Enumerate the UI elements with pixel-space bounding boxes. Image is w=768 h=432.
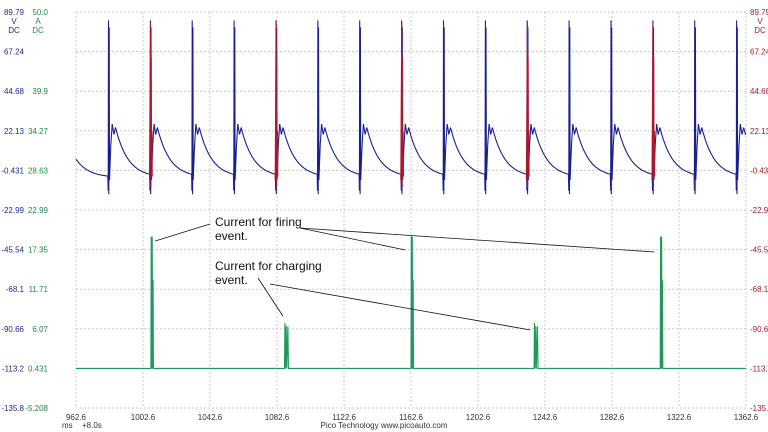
left-v-tick-label: -68.1	[6, 285, 25, 294]
x-tick-label: 1122.6	[332, 413, 356, 422]
left-v-tick-label: -0.431	[1, 166, 24, 175]
brand-label: Pico Technology www.picoauto.com	[320, 421, 447, 430]
left-v-tick-label: -135.8	[1, 404, 24, 413]
left-a-tick-label: 50.0	[32, 8, 48, 17]
left-a-tick-label: 11.71	[29, 285, 49, 294]
left-v-tick-label: 22.13	[4, 127, 25, 136]
x-tick-label: 962.6	[66, 413, 87, 422]
x-tick-label: 1242.6	[533, 413, 558, 422]
right-v-tick-label: -22.99	[750, 206, 768, 215]
left-a-tick-label: -5.208	[25, 404, 48, 413]
left-v-tick-label: -45.54	[1, 246, 24, 255]
left-v-unit-label: V	[11, 17, 17, 26]
left-v-unit-label: DC	[8, 26, 20, 35]
trace-channel-b-spike	[148, 22, 153, 188]
right-v-tick-label: 67.24	[750, 48, 768, 57]
right-v-unit-label: V	[757, 17, 763, 26]
left-a-tick-label: 28.63	[28, 166, 49, 175]
annotation-leader-line	[155, 223, 211, 242]
annotation-text: event.	[215, 229, 248, 243]
left-v-tick-label: -113.2	[2, 364, 25, 373]
trace-channel-c	[76, 236, 746, 369]
trace-channel-b-spike	[651, 22, 656, 188]
left-v-tick-label: -90.66	[1, 325, 24, 334]
right-v-tick-label: 44.68	[750, 87, 768, 96]
footer: ms +8.0s Pico Technology www.picoauto.co…	[62, 421, 448, 430]
annotation-leader-line	[257, 277, 284, 317]
right-v-tick-label: -0.431	[750, 166, 768, 175]
x-tick-label: 1322.6	[667, 413, 692, 422]
annotation-text: event.	[215, 273, 248, 287]
right-v-tick-label: -90.66	[750, 325, 768, 334]
right-v-tick-label: 22.13	[750, 127, 768, 136]
trace-channel-b-spike	[400, 22, 405, 188]
x-tick-label: 1002.6	[131, 413, 156, 422]
time-offset-label: +8.0s	[82, 421, 102, 430]
x-tick-label: 1362.6	[734, 413, 759, 422]
left-a-tick-label: 34.27	[28, 127, 49, 136]
right-v-tick-label: -68.1	[750, 285, 768, 294]
trace-channel-b-spike	[274, 22, 279, 188]
right-v-unit-label: DC	[754, 26, 766, 35]
left-a-unit-label: A	[35, 17, 41, 26]
annotation-text: Current for firing	[215, 215, 302, 229]
right-v-tick-label: -135.8	[750, 404, 768, 413]
grid	[75, 11, 747, 409]
annotation-text: Current for charging	[215, 259, 322, 273]
left-a-tick-label: 22.99	[28, 206, 49, 215]
x-unit-label: ms	[62, 421, 73, 430]
left-v-tick-label: 89.79	[4, 8, 25, 17]
left-v-tick-label: 44.68	[4, 87, 25, 96]
left-v-tick-label: 67.24	[4, 48, 25, 57]
left-a-tick-label: 17.35	[28, 246, 49, 255]
annotation-leader-line	[299, 227, 655, 253]
left-a-tick-label: 0.431	[28, 364, 49, 373]
x-tick-label: 1162.6	[399, 413, 423, 422]
left-a-tick-label: 39.9	[32, 87, 48, 96]
trace-channel-a	[75, 20, 747, 195]
x-tick-label: 1082.6	[265, 413, 290, 422]
x-tick-label: 1202.6	[466, 413, 491, 422]
right-v-tick-label: -113.2	[750, 364, 768, 373]
x-tick-label: 1282.6	[600, 413, 625, 422]
axis-labels: 962.6 1002.6 1042.6 1082.6 1122.6 1162.6 1202.…	[1, 8, 768, 422]
right-v-tick-label: 89.79	[750, 8, 768, 17]
left-v-tick-label: -22.99	[1, 206, 24, 215]
annotation-leader-line	[269, 283, 531, 331]
traces	[75, 20, 747, 369]
right-v-tick-label: -45.54	[750, 246, 768, 255]
left-a-unit-label: DC	[32, 26, 44, 35]
annotation-leader-line	[299, 227, 406, 251]
x-tick-label: 1042.6	[198, 413, 223, 422]
left-a-tick-label: 6.07	[32, 325, 48, 334]
trace-channel-b-spike	[525, 22, 530, 188]
